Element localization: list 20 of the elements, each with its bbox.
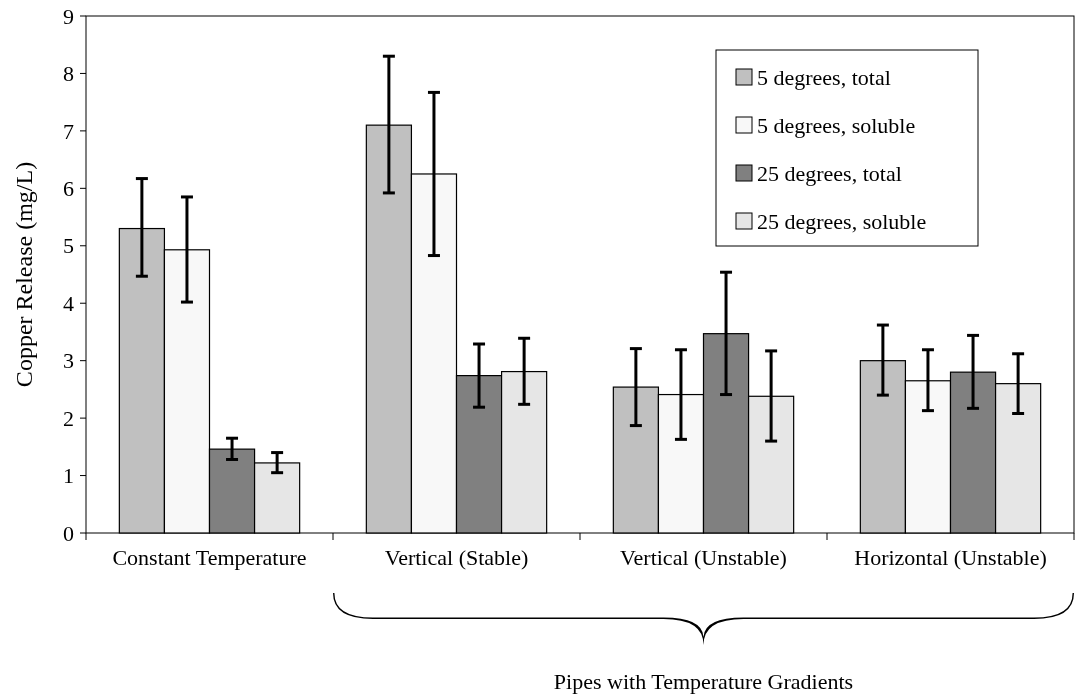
legend-label: 5 degrees, total [757,64,891,90]
legend-label: 25 degrees, soluble [757,208,927,234]
y-tick-label: 0 [63,520,74,546]
y-tick-label: 7 [63,118,74,144]
legend-label: 25 degrees, total [757,160,902,186]
y-axis-title: Copper Release (mg/L) [11,161,37,388]
y-tick-label: 6 [63,176,74,202]
x-tick-label: Constant Temperature [112,545,307,570]
text: Pipes with Temperature Gradients [553,669,854,694]
x-tick-label: Vertical (Stable) [384,545,529,570]
y-tick-label: 9 [63,3,74,29]
y-tick-label: 8 [63,61,74,87]
y-tick-label: 5 [63,233,74,259]
legend-label: 5 degrees, soluble [757,112,916,138]
y-tick-label: 1 [63,463,74,489]
y-tick-label: 4 [63,290,74,316]
x-tick-label: Vertical (Unstable) [620,545,787,570]
y-tick-label: 3 [63,348,74,374]
x-tick-label: Horizontal (Unstable) [854,545,1047,570]
y-tick-label: 2 [63,405,74,431]
